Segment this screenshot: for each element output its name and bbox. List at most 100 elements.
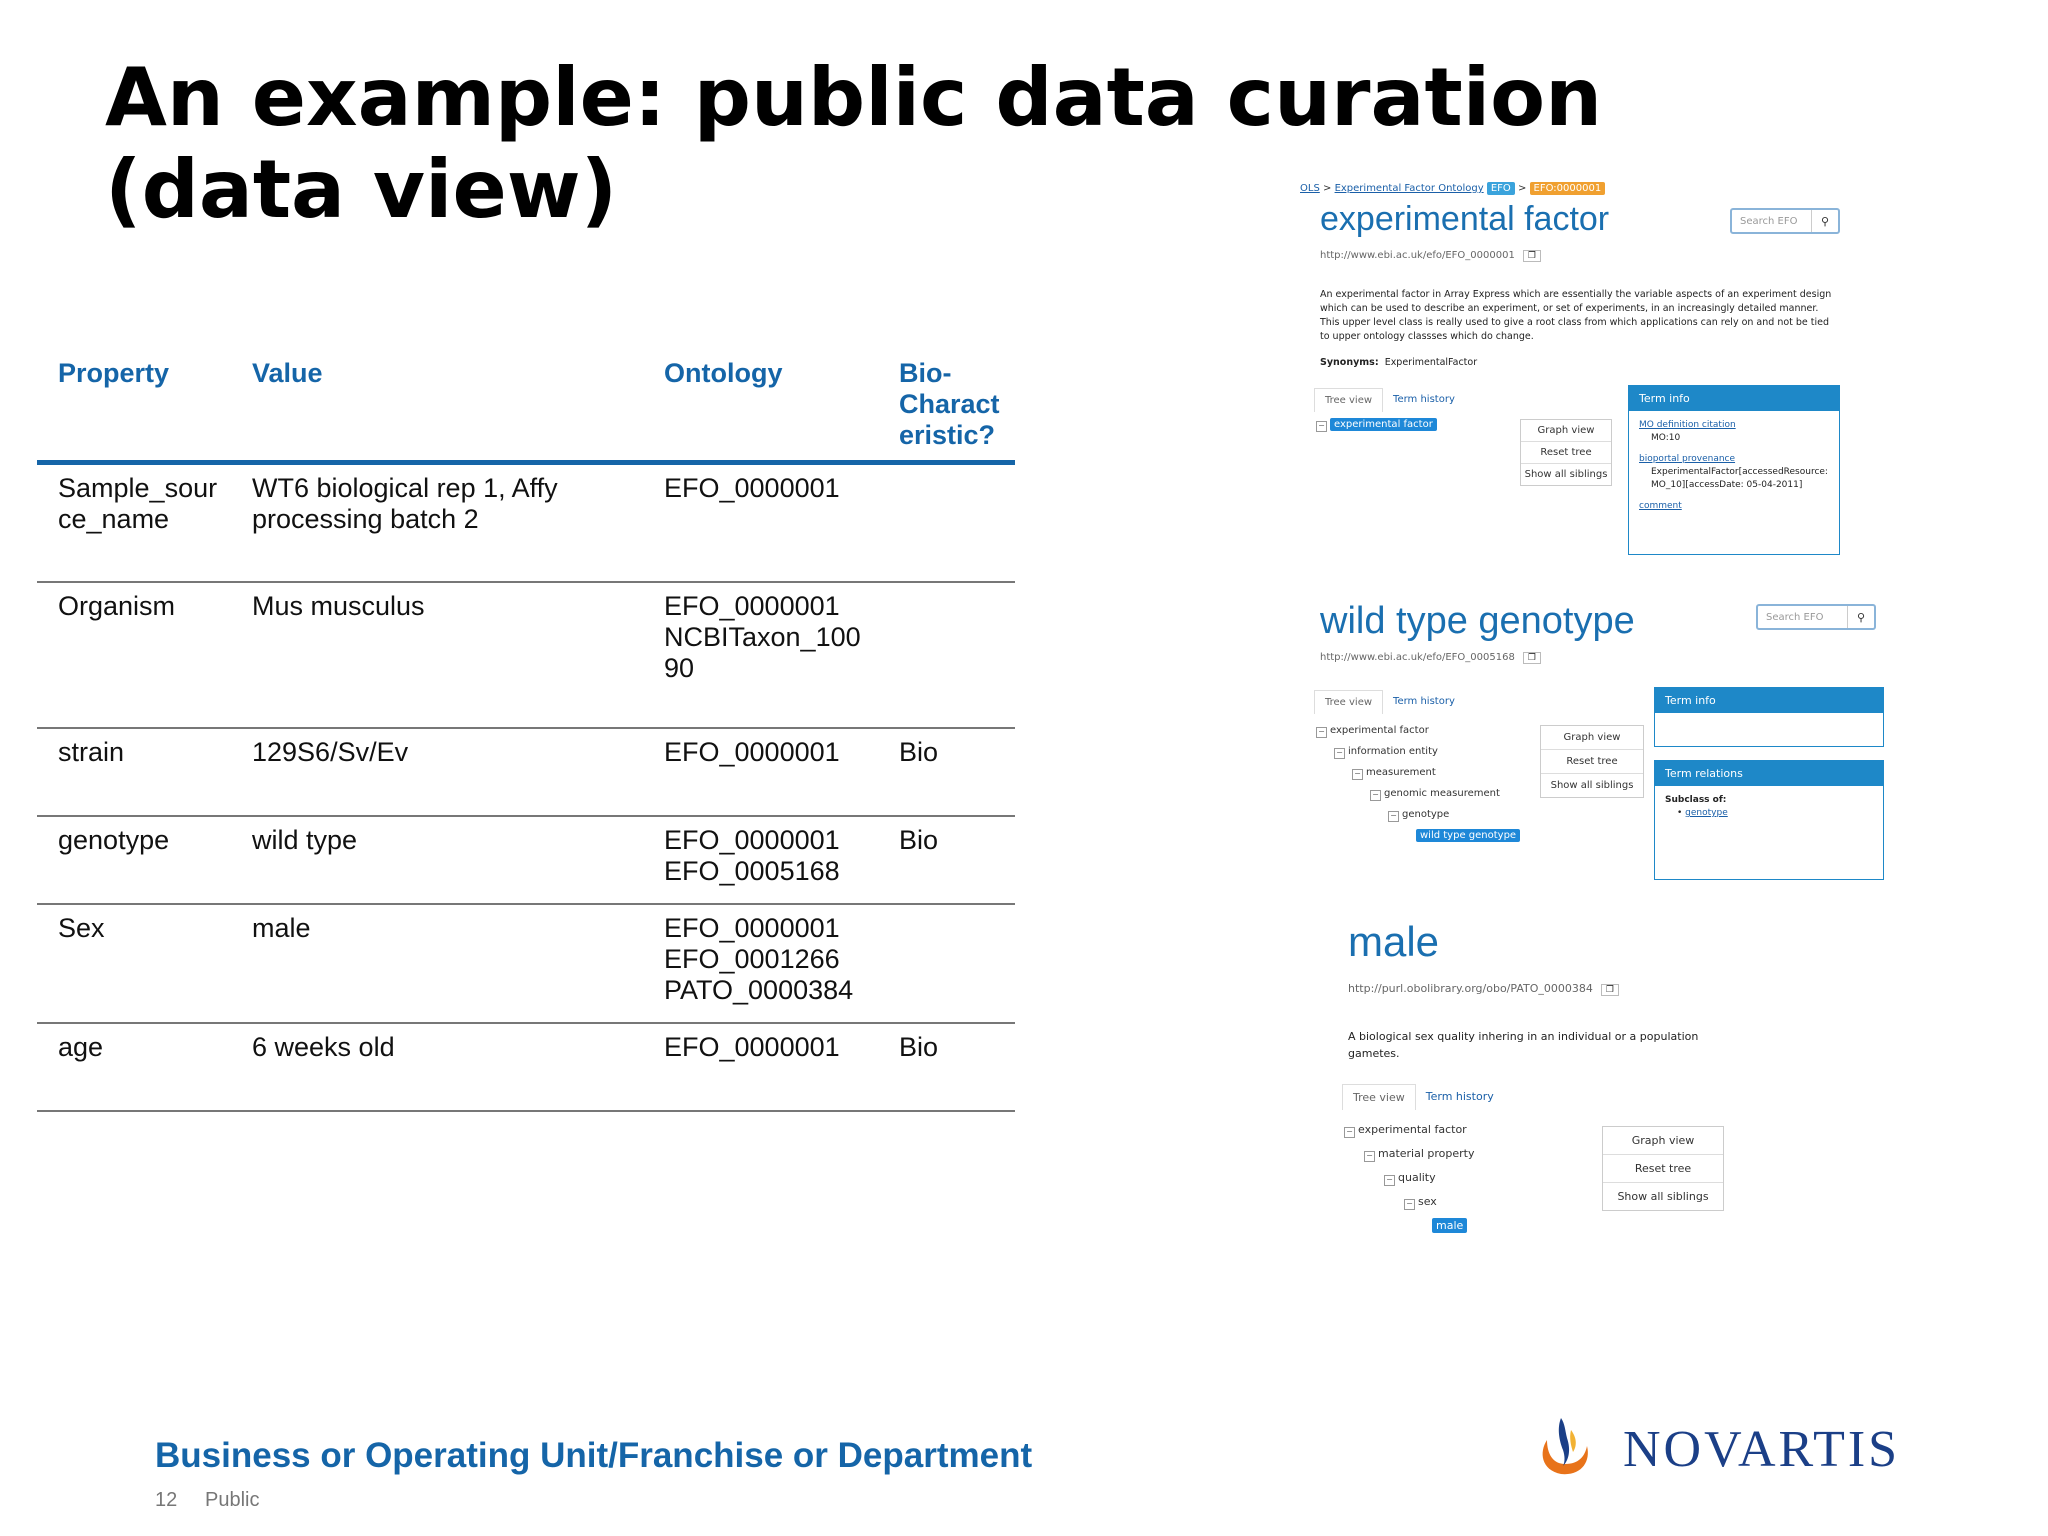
header-property: Property [58, 358, 170, 388]
cell-bio: Bio [899, 737, 939, 767]
cell-ontology: EFO_0000001 [664, 1032, 840, 1062]
tree-node[interactable]: − genotype [1316, 804, 1520, 825]
view-tabs: Tree view Term history [1342, 1084, 1504, 1110]
term-relations-box: Term relations Subclass of: • genotype [1654, 760, 1884, 880]
page-number: 12 [155, 1489, 178, 1511]
tree-node[interactable]: − experimental factor [1344, 1118, 1475, 1142]
copy-icon[interactable]: ❐ [1522, 250, 1541, 262]
term-tree: − experimental factor − material property … [1344, 1118, 1475, 1238]
cell-ontology: EFO_0000001 EFO_0001266 PATO_0000384 [664, 913, 854, 1005]
tree-buttons: Graph view Reset tree Show all siblings [1602, 1126, 1724, 1211]
crumb-separator: > [1517, 183, 1527, 194]
cell-bio: Bio [899, 1032, 939, 1062]
tree-node[interactable]: − measurement [1316, 762, 1520, 783]
copy-icon[interactable]: ❐ [1600, 984, 1619, 996]
novartis-logo: NOVARTIS [1535, 1410, 1915, 1480]
cell-value: Mus musculus [252, 591, 425, 621]
crumb-efo-badge[interactable]: EFO [1486, 182, 1515, 195]
tree-buttons: Graph view Reset tree Show all siblings [1540, 725, 1644, 798]
view-tabs: Tree view Term history [1314, 388, 1465, 412]
comment-link[interactable]: comment [1639, 501, 1682, 511]
cell-ontology: EFO_0000001 [664, 737, 840, 767]
search-box[interactable]: Search EFO ⚲ [1756, 604, 1876, 630]
tree-node[interactable]: − material property [1344, 1142, 1475, 1166]
classification-label: Public [205, 1489, 260, 1511]
table-header: Property Value Ontology Bio- Charact eri… [37, 350, 1015, 465]
cell-ontology: EFO_0000001 [664, 473, 840, 503]
cell-property: Sex [58, 913, 105, 943]
header-ontology: Ontology [664, 358, 783, 388]
table-row: Sex male EFO_0000001 EFO_0001266 PATO_00… [37, 905, 1015, 1024]
show-all-siblings-button[interactable]: Show all siblings [1550, 780, 1634, 791]
term-title: experimental factor [1320, 200, 1610, 238]
novartis-flame-icon [1542, 1418, 1588, 1475]
graph-view-button[interactable]: Graph view [1521, 420, 1611, 442]
iri-link[interactable]: http://purl.obolibrary.org/obo/PATO_0000… [1348, 982, 1593, 995]
cell-value: 129S6/Sv/Ev [252, 737, 409, 767]
iri-link[interactable]: http://www.ebi.ac.uk/efo/EFO_0005168 [1320, 652, 1515, 663]
tree-node-selected[interactable]: wild type genotype [1316, 825, 1521, 846]
tree-node[interactable]: − sex [1344, 1190, 1475, 1214]
term-iri: http://purl.obolibrary.org/obo/PATO_0000… [1348, 982, 1619, 996]
cell-value: wild type [252, 825, 358, 855]
header-value: Value [252, 358, 323, 388]
term-relations-header: Term relations [1655, 761, 1883, 786]
parent-term-link[interactable]: genotype [1685, 808, 1728, 818]
crumb-term-id-badge[interactable]: EFO:0000001 [1529, 182, 1606, 195]
mo-citation-value: MO:10 [1651, 433, 1681, 443]
reset-tree-button[interactable]: Reset tree [1603, 1155, 1723, 1183]
reset-tree-button[interactable]: Reset tree [1541, 750, 1643, 774]
breadcrumb: OLS > Experimental Factor Ontology EFO >… [1300, 182, 1606, 195]
term-iri: http://www.ebi.ac.uk/efo/EFO_0000001 ❐ [1320, 250, 1541, 262]
tab-tree-view[interactable]: Tree view [1314, 388, 1384, 412]
show-all-siblings-button[interactable]: Show all siblings [1617, 1190, 1709, 1203]
mo-citation-link[interactable]: MO definition citation [1639, 420, 1736, 430]
cell-property: Organism [58, 591, 176, 621]
table-row: Sample_sour ce_name WT6 biological rep 1… [37, 465, 1015, 583]
tree-node[interactable]: − information entity [1316, 741, 1520, 762]
subclass-of-label: Subclass of: [1665, 795, 1727, 805]
tab-term-history[interactable]: Term history [1383, 388, 1465, 412]
cell-bio: Bio [899, 825, 939, 855]
tab-term-history[interactable]: Term history [1383, 690, 1465, 714]
cell-value: 6 weeks old [252, 1032, 395, 1062]
tab-term-history[interactable]: Term history [1415, 1084, 1504, 1110]
cell-property: strain [58, 737, 125, 767]
term-info-header: Term info [1655, 688, 1883, 713]
crumb-ontology[interactable]: Experimental Factor Ontology [1334, 183, 1484, 194]
tree-node[interactable]: − experimental factor [1316, 720, 1520, 741]
term-tree: − experimental factor − information entity… [1316, 720, 1521, 846]
graph-view-button[interactable]: Graph view [1603, 1127, 1723, 1155]
graph-view-button[interactable]: Graph view [1541, 726, 1643, 750]
slide-title: An example: public data curation (data v… [105, 51, 1603, 236]
tree-node-selected[interactable]: male [1344, 1214, 1475, 1238]
tree-node[interactable]: − quality [1344, 1166, 1475, 1190]
reset-tree-button[interactable]: Reset tree [1521, 442, 1611, 464]
curation-table: Property Value Ontology Bio- Charact eri… [37, 350, 1015, 1112]
cell-ontology: EFO_0000001 NCBITaxon_100 90 [664, 591, 861, 683]
bioportal-link[interactable]: bioportal provenance [1639, 454, 1736, 464]
ols-panel-experimental-factor: OLS > Experimental Factor Ontology EFO >… [1300, 178, 1850, 558]
search-box[interactable]: Search EFO ⚲ [1730, 208, 1840, 234]
search-icon[interactable]: ⚲ [1811, 210, 1838, 232]
synonyms-value: ExperimentalFactor [1384, 357, 1478, 368]
table-row: genotype wild type EFO_0000001 EFO_00051… [37, 817, 1015, 905]
copy-icon[interactable]: ❐ [1522, 652, 1541, 664]
search-input[interactable]: Search EFO [1766, 611, 1824, 623]
ols-panel-male: male http://purl.obolibrary.org/obo/PATO… [1330, 918, 1750, 1238]
bioportal-value: ExperimentalFactor[accessedResource: MO_… [1651, 467, 1828, 490]
brand-name: NOVARTIS [1623, 1421, 1901, 1478]
search-input[interactable]: Search EFO [1740, 215, 1798, 227]
tab-tree-view[interactable]: Tree view [1314, 690, 1384, 714]
term-info-header: Term info [1629, 386, 1839, 411]
tree-node[interactable]: − genomic measurement [1316, 783, 1520, 804]
iri-link[interactable]: http://www.ebi.ac.uk/efo/EFO_0000001 [1320, 250, 1515, 261]
tab-tree-view[interactable]: Tree view [1342, 1084, 1416, 1110]
show-all-siblings-button[interactable]: Show all siblings [1524, 469, 1608, 480]
crumb-ols[interactable]: OLS [1300, 183, 1320, 194]
table-row: strain 129S6/Sv/Ev EFO_0000001 Bio [37, 729, 1015, 817]
synonyms: Synonyms: ExperimentalFactor [1320, 356, 1477, 370]
tree-node[interactable]: − experimental factor [1316, 414, 1437, 435]
ols-panel-wild-type-genotype: wild type genotype Search EFO ⚲ http://w… [1300, 590, 1900, 890]
search-icon[interactable]: ⚲ [1847, 606, 1874, 628]
